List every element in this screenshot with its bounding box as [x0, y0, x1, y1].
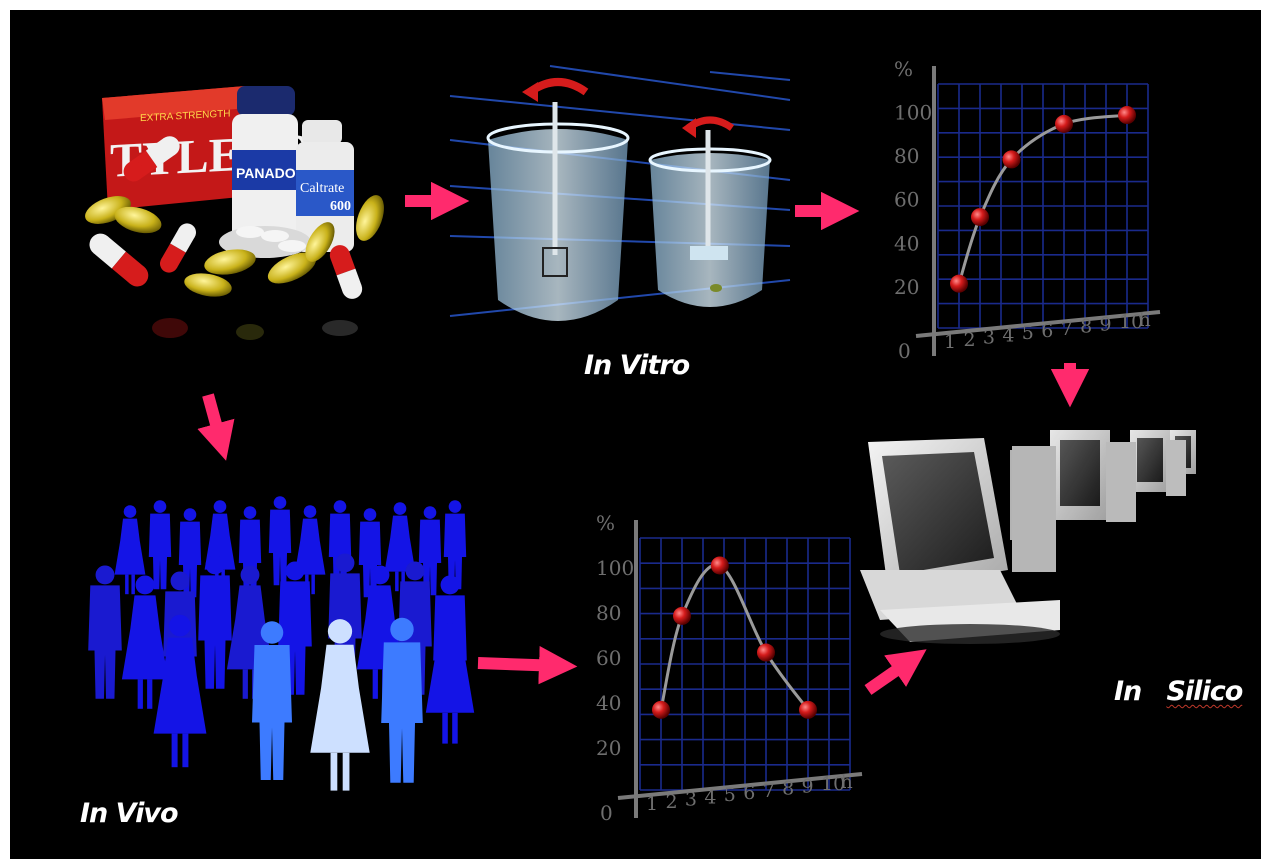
x-tick-label: 9: [802, 775, 814, 797]
x-tick-label: 5: [1022, 322, 1034, 344]
x-tick-label: 5: [724, 784, 736, 806]
bottle1-label: PANADOL: [236, 165, 305, 181]
label-in-silico: In Silico: [1114, 676, 1243, 707]
medicine-illustration: TYLENOL EXTRA STRENGTH PANADOL Caltrate …: [85, 86, 384, 340]
person-silhouette: [121, 575, 169, 709]
label-in-silico-word2: Silico: [1166, 676, 1243, 707]
diagram-canvas: TYLENOL EXTRA STRENGTH PANADOL Caltrate …: [10, 10, 1261, 859]
person-silhouette: [114, 505, 146, 595]
x-tick-label: h: [1138, 309, 1150, 331]
x-tick-label: 6: [743, 782, 755, 804]
x-tick-label: 4: [704, 786, 716, 808]
person-silhouette: [294, 505, 326, 595]
x-axis: [617, 772, 863, 800]
y-tick-label: %: [894, 57, 913, 81]
people-crowd: [88, 496, 475, 791]
computer-workstations: [860, 430, 1196, 644]
in-vitro-beakers: [449, 65, 791, 321]
person-silhouette: [381, 617, 423, 783]
x-tick-label: 10: [821, 773, 845, 795]
x-axis: [915, 310, 1161, 338]
data-point: [971, 208, 989, 227]
diagram-graphics: TYLENOL EXTRA STRENGTH PANADOL Caltrate …: [85, 57, 1196, 825]
arrow-vivo-to-chart: [477, 645, 578, 685]
bottle2-number: 600: [330, 199, 351, 214]
person-silhouette: [418, 506, 442, 596]
y-tick-label: 80: [596, 601, 621, 625]
x-tick-label: 7: [763, 780, 775, 802]
x-tick-label: 3: [685, 789, 697, 811]
computer-tower: [1012, 446, 1056, 572]
x-tick-label: 4: [1002, 324, 1014, 346]
x-tick-label: 8: [1080, 316, 1092, 338]
label-in-vitro: In Vitro: [584, 350, 690, 381]
rotation-arrow-1: [527, 78, 589, 96]
x-tick-label: 10: [1119, 311, 1143, 333]
y-tick-label: 100: [894, 101, 932, 125]
y-tick-label: 60: [894, 188, 919, 212]
y-tick-label: 100: [596, 556, 634, 580]
series-line: [659, 563, 810, 711]
y-tick-label: 20: [894, 275, 919, 299]
x-tick-label: 1: [944, 331, 956, 353]
box-sub-text: EXTRA STRENGTH: [140, 108, 231, 124]
person-silhouette: [148, 500, 172, 590]
x-tick-label: 0: [898, 339, 911, 363]
person-silhouette: [252, 621, 292, 780]
person-silhouette: [443, 500, 467, 590]
beaker-1: [488, 129, 628, 321]
chart-plasma: % 100 80 60 40 20 0 1 2 3 4 5 6 7 8 9 10h: [596, 511, 863, 825]
data-point: [757, 643, 775, 662]
paddle: [690, 246, 728, 260]
y-tick-label: 40: [894, 231, 919, 255]
person-silhouette: [88, 565, 122, 699]
arrow-chart-to-silico-2: [864, 649, 927, 695]
x-tick-label: 0: [600, 801, 613, 825]
data-point: [652, 700, 670, 719]
y-tick-label: %: [596, 511, 615, 535]
chart-dissolution: % 100 80 60 40 20 0 1 2 3 4 5 6 7 8 9 10h: [894, 57, 1161, 363]
basket: [542, 247, 568, 277]
arrow-medicine-to-vivo: [197, 393, 235, 461]
person-silhouette: [425, 603, 475, 744]
tablet: [710, 284, 722, 292]
data-point: [1055, 114, 1073, 133]
bottle2-label: Caltrate: [300, 181, 344, 196]
y-tick-label: 60: [596, 646, 621, 670]
x-tick-label: 9: [1100, 313, 1112, 335]
person-silhouette: [198, 555, 232, 689]
data-point: [710, 556, 729, 575]
data-point: [950, 274, 968, 293]
data-point: [673, 606, 691, 625]
x-tick-label: 2: [665, 791, 677, 813]
data-point: [1118, 106, 1136, 125]
person-silhouette: [268, 496, 292, 586]
data-point: [1002, 150, 1021, 169]
x-tick-label: h: [840, 771, 852, 793]
x-tick-label: 1: [646, 793, 658, 815]
flow-arrows: [197, 181, 1090, 695]
person-silhouette: [384, 502, 416, 592]
x-tick-label: 6: [1041, 320, 1053, 342]
y-tick-label: 80: [894, 144, 919, 168]
person-silhouette: [310, 619, 370, 791]
y-tick-label: 20: [596, 736, 621, 760]
x-tick-label: 8: [782, 778, 794, 800]
x-tick-label: 3: [983, 327, 995, 349]
y-tick-label: 40: [596, 691, 621, 715]
x-tick-label: 7: [1061, 318, 1073, 340]
person-silhouette: [153, 614, 207, 768]
x-tick-label: 2: [963, 329, 975, 351]
data-point: [799, 700, 817, 719]
label-in-vivo: In Vivo: [80, 798, 178, 829]
label-in-silico-word1: In: [1114, 676, 1142, 707]
monitor-screen: [882, 452, 994, 574]
